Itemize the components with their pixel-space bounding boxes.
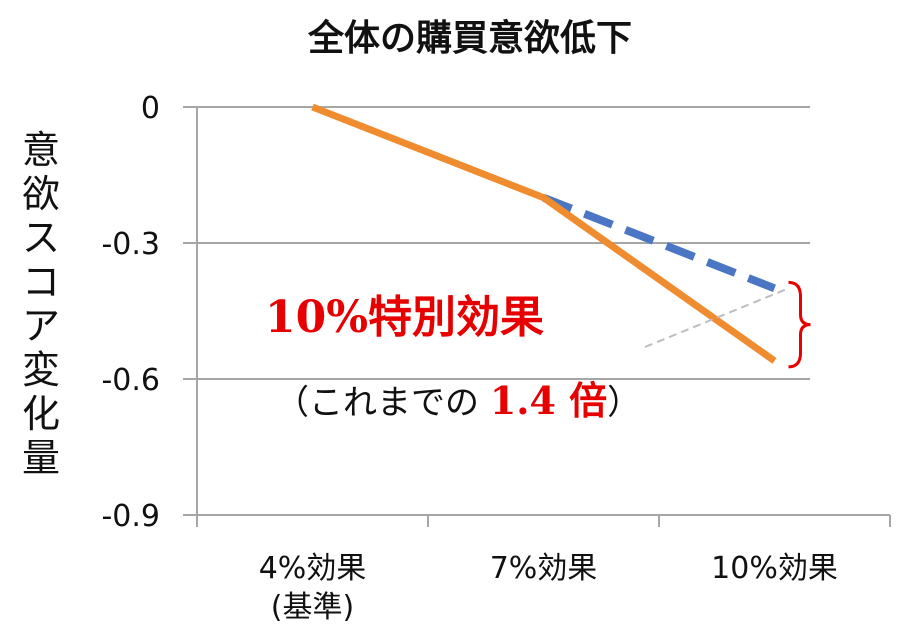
chart-title: 全体の購買意欲低下 — [307, 17, 632, 59]
y-tick-label: -0.3 — [101, 227, 160, 262]
x-tick-label: 4%効果 — [259, 551, 367, 586]
annotation-sub-prefix: （これまでの — [275, 383, 490, 423]
y-axis: 0 -0.3 -0.6 -0.9 — [101, 91, 198, 534]
annotation-sub-highlight: 1.4 倍 — [490, 378, 607, 423]
x-tick-sublabel: (基準) — [271, 590, 354, 625]
annotation-sub-suffix: ） — [607, 383, 641, 423]
series-line-solid — [311, 103, 777, 364]
x-tick-label: 7%効果 — [490, 551, 598, 586]
x-axis: 4%効果 (基準) 7%効果 10%効果 — [196, 514, 891, 625]
series-group — [311, 103, 777, 364]
y-tick-label: 0 — [141, 91, 160, 126]
annotation-bracket — [788, 280, 811, 369]
y-tick-label: -0.9 — [101, 499, 160, 534]
annotation-group: 10%特別効果 （これまでの 1.4 倍） — [265, 280, 811, 423]
y-tick-label: -0.6 — [101, 363, 160, 398]
annotation-main: 10%特別効果 — [265, 292, 544, 343]
y-axis-label: 意欲スコア変化量 — [21, 128, 60, 480]
annotation-sub: （これまでの 1.4 倍） — [275, 378, 641, 423]
x-tick-label: 10%効果 — [711, 551, 838, 586]
